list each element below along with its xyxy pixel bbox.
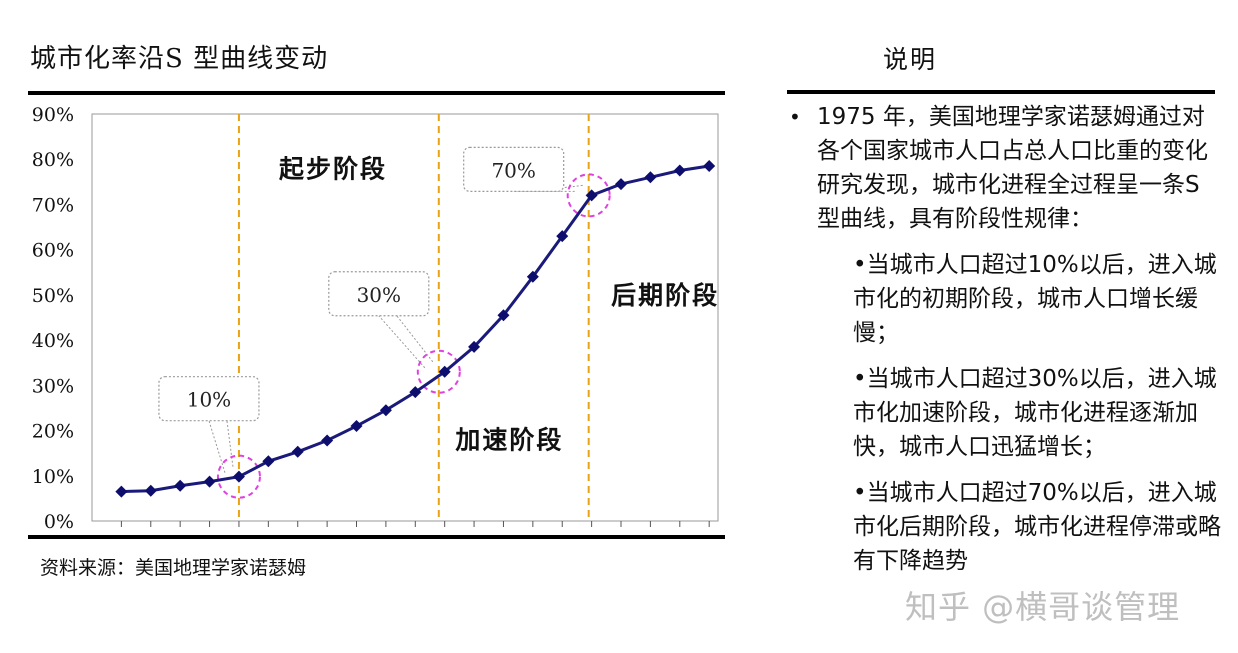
data-point <box>703 160 716 173</box>
data-point <box>526 270 539 283</box>
data-point <box>438 365 451 378</box>
data-point <box>321 434 334 447</box>
watermark: 知乎 @横哥谈管理 <box>905 588 1181 626</box>
data-point <box>291 445 304 458</box>
explanation-rule <box>787 90 1215 94</box>
explanation-point-3: •当城市人口超过70%以后，进入城市化后期阶段，城市化进程停滞或略有下降趋势 <box>853 480 1221 574</box>
y-tick-label: 90% <box>32 104 74 126</box>
callout-label: 10% <box>187 388 231 412</box>
data-point <box>644 171 657 184</box>
data-point <box>409 386 422 399</box>
y-tick-label: 20% <box>32 421 74 443</box>
data-point <box>497 309 510 322</box>
top-rule <box>28 91 725 95</box>
stage-label: 加速阶段 <box>454 426 563 455</box>
s-curve-chart: 0% 10% 20% 30% 40% 50% 60% 70% 80% 90% 10% 30% 70% 起步… <box>32 104 719 533</box>
data-point <box>144 484 157 497</box>
y-tick-label: 80% <box>32 149 74 171</box>
chart-title: 城市化率沿S 型曲线变动 <box>30 44 329 74</box>
data-point <box>615 178 628 191</box>
y-tick-label: 10% <box>32 466 74 488</box>
callout-leader <box>208 420 226 473</box>
highlight-circle <box>416 349 461 394</box>
callout-box <box>158 376 260 422</box>
bottom-rule <box>28 535 725 539</box>
explanation-point-1: •当城市人口超过10%以后，进入城市化的初期阶段，城市人口增长缓慢； <box>853 252 1217 346</box>
data-point <box>203 475 216 488</box>
highlight-circle <box>216 454 261 499</box>
data-point <box>115 485 128 498</box>
source-note: 资料来源：美国地理学家诺瑟姆 <box>40 557 307 579</box>
y-tick-label: 50% <box>32 285 74 307</box>
y-tick-label: 60% <box>32 240 74 262</box>
y-tick-label: 70% <box>32 194 74 216</box>
y-tick-label: 0% <box>44 511 74 533</box>
data-point <box>556 230 569 243</box>
data-point <box>350 420 363 433</box>
y-tick-label: 40% <box>32 330 74 352</box>
explanation-panel: • 1975 年，美国地理学家诺瑟姆通过对各个国家城市人口占总人口比重的变化研究… <box>787 100 1227 578</box>
data-point <box>232 470 245 483</box>
chart-area: 0% 10% 20% 30% 40% 50% 60% 70% 80% 90% 10% 30% 70% 起步… <box>28 96 725 534</box>
callout-label: 30% <box>357 283 401 307</box>
y-tick-label: 30% <box>32 375 74 397</box>
explanation-point-2: •当城市人口超过30%以后，进入城市化加速阶段，城市化进程逐渐加快，城市人口迅猛… <box>853 366 1217 460</box>
stage-label: 后期阶段 <box>611 281 719 310</box>
data-point <box>468 340 481 353</box>
callout-label: 70% <box>491 158 535 182</box>
plot-frame <box>91 113 719 522</box>
data-point <box>673 164 686 177</box>
explanation-title: 说明 <box>883 45 938 74</box>
callout-box <box>328 271 430 317</box>
data-point <box>585 189 598 202</box>
data-point <box>174 479 187 492</box>
data-point <box>262 455 275 468</box>
explanation-main-item: • 1975 年，美国地理学家诺瑟姆通过对各个国家城市人口占总人口比重的变化研究… <box>787 100 1227 236</box>
callout-leader <box>378 315 426 369</box>
stage-label: 起步阶段 <box>279 154 387 183</box>
data-point <box>379 404 392 417</box>
bullet-icon: • <box>789 105 801 129</box>
explanation-main-text: 1975 年，美国地理学家诺瑟姆通过对各个国家城市人口占总人口比重的变化研究发现… <box>817 104 1208 232</box>
